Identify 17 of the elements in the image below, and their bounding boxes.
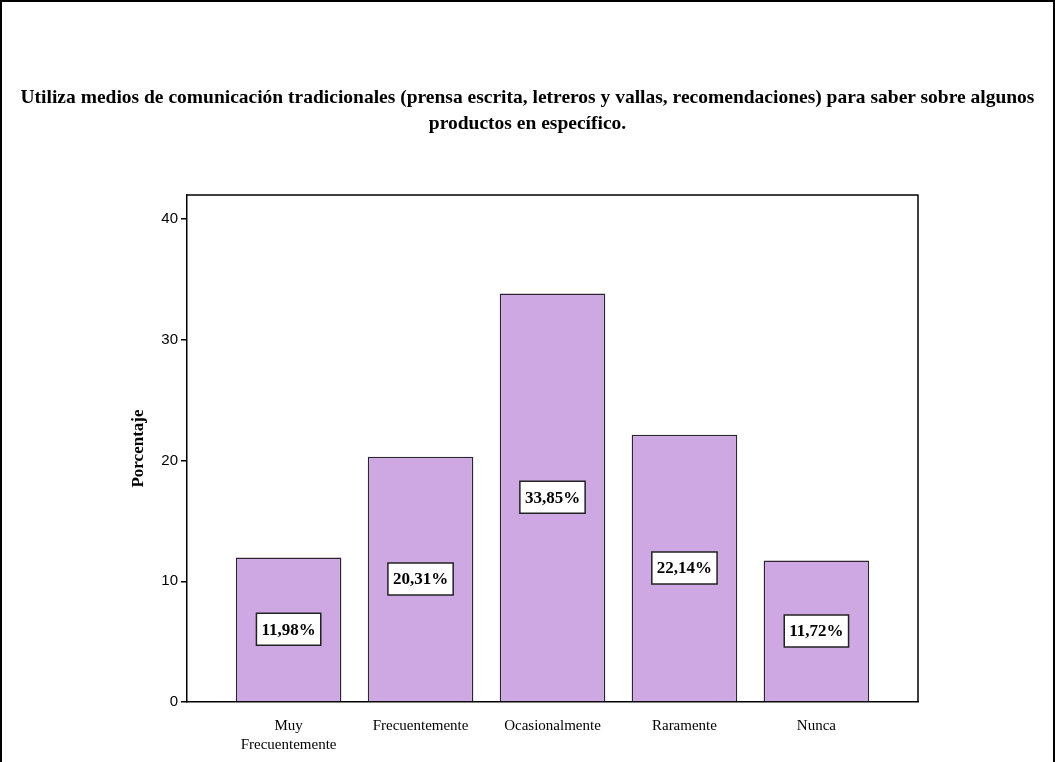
y-tick-label: 40 [161,209,178,227]
x-tick-label: Nunca [796,716,837,733]
chart-title: Utiliza medios de comunicación tradicionales (prensa escrita, letreros y vallas, recomendaciones) para saber sobre algunos productos en específico. [19,85,1036,135]
y-tick-label: 30 [161,330,178,347]
x-tick-label: Ocasionalmente [504,716,602,733]
x-tick-label: Raramente [651,716,718,733]
x-tick-label: Muy Frecuentemente [240,716,337,753]
data-label: 20,31% [392,569,449,589]
data-label: 11,72% [789,621,844,641]
y-axis-title: Porcentaje [127,409,147,488]
x-tick-label: Frecuentemente [372,716,469,733]
data-label: 22,14% [656,558,713,578]
data-label: 33,85% [524,487,581,507]
y-tick-label: 0 [169,692,178,710]
y-tick-label: 20 [161,450,178,468]
y-tick-label: 10 [161,571,178,589]
data-label: 11,98% [261,619,316,639]
